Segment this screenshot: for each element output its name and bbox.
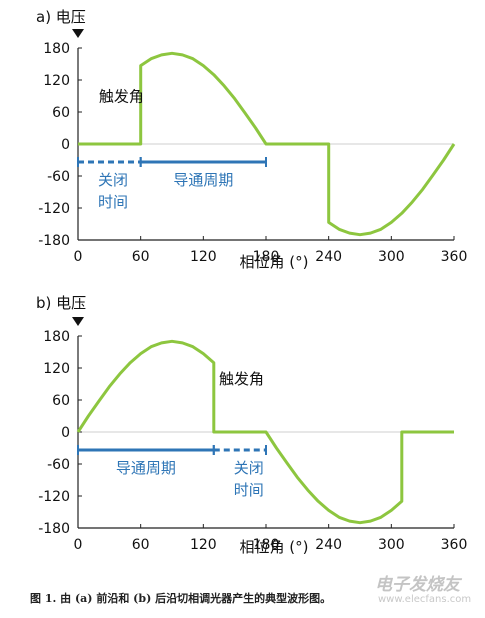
- waveform-series: [78, 51, 456, 237]
- y-tick-label: 0: [61, 425, 70, 441]
- x-tick-label: 300: [378, 537, 405, 553]
- y-tick-label: -120: [38, 489, 70, 505]
- x-tick-label: 180: [253, 249, 280, 265]
- x-tick-label: 0: [74, 249, 83, 265]
- x-tick-label: 300: [378, 249, 405, 265]
- x-axis-label: 相位角 (°): [240, 253, 309, 271]
- x-tick-label: 60: [132, 537, 150, 553]
- firing-angle-label: 触发角: [99, 87, 144, 105]
- x-tick-label: 240: [315, 537, 342, 553]
- waveform-series: [76, 339, 454, 525]
- x-tick-label: 0: [74, 537, 83, 553]
- watermark-url: www.elecfans.com: [378, 594, 472, 605]
- figure-caption: 图 1. 由 (a) 前沿和 (b) 后沿切相调光器产生的典型波形图。: [30, 592, 332, 605]
- x-tick-label: 240: [315, 249, 342, 265]
- y-tick-label: 120: [43, 73, 70, 89]
- span-label-conduction: 导通周期: [116, 459, 176, 477]
- axis-marker-icon: [72, 29, 84, 38]
- y-tick-label: -60: [47, 169, 70, 185]
- watermark: 电子发烧友: [375, 575, 460, 595]
- y-tick-label: 120: [43, 361, 70, 377]
- y-tick-label: 60: [52, 393, 70, 409]
- x-tick-label: 360: [441, 249, 468, 265]
- span-label-off-time: 关闭: [234, 459, 264, 477]
- y-tick-label: -180: [38, 521, 70, 537]
- y-tick-label: -60: [47, 457, 70, 473]
- x-tick-label: 180: [253, 537, 280, 553]
- span-label-off-time: 时间: [98, 193, 128, 211]
- x-tick-label: 120: [190, 537, 217, 553]
- y-tick-label: -180: [38, 233, 70, 249]
- y-tick-label: 60: [52, 105, 70, 121]
- x-tick-label: 60: [132, 249, 150, 265]
- y-tick-label: 0: [61, 137, 70, 153]
- x-tick-label: 360: [441, 537, 468, 553]
- span-label-conduction: 导通周期: [173, 171, 233, 189]
- panel-label: a) 电压: [36, 8, 86, 26]
- firing-angle-label: 触发角: [219, 370, 264, 388]
- panel-label: b) 电压: [36, 294, 86, 312]
- span-label-off-time: 关闭: [98, 171, 128, 189]
- y-tick-label: 180: [43, 41, 70, 57]
- y-tick-label: -120: [38, 201, 70, 217]
- span-label-off-time: 时间: [234, 481, 264, 499]
- y-tick-label: 180: [43, 329, 70, 345]
- axis-marker-icon: [72, 317, 84, 326]
- x-axis-label: 相位角 (°): [240, 538, 309, 556]
- x-tick-label: 120: [190, 249, 217, 265]
